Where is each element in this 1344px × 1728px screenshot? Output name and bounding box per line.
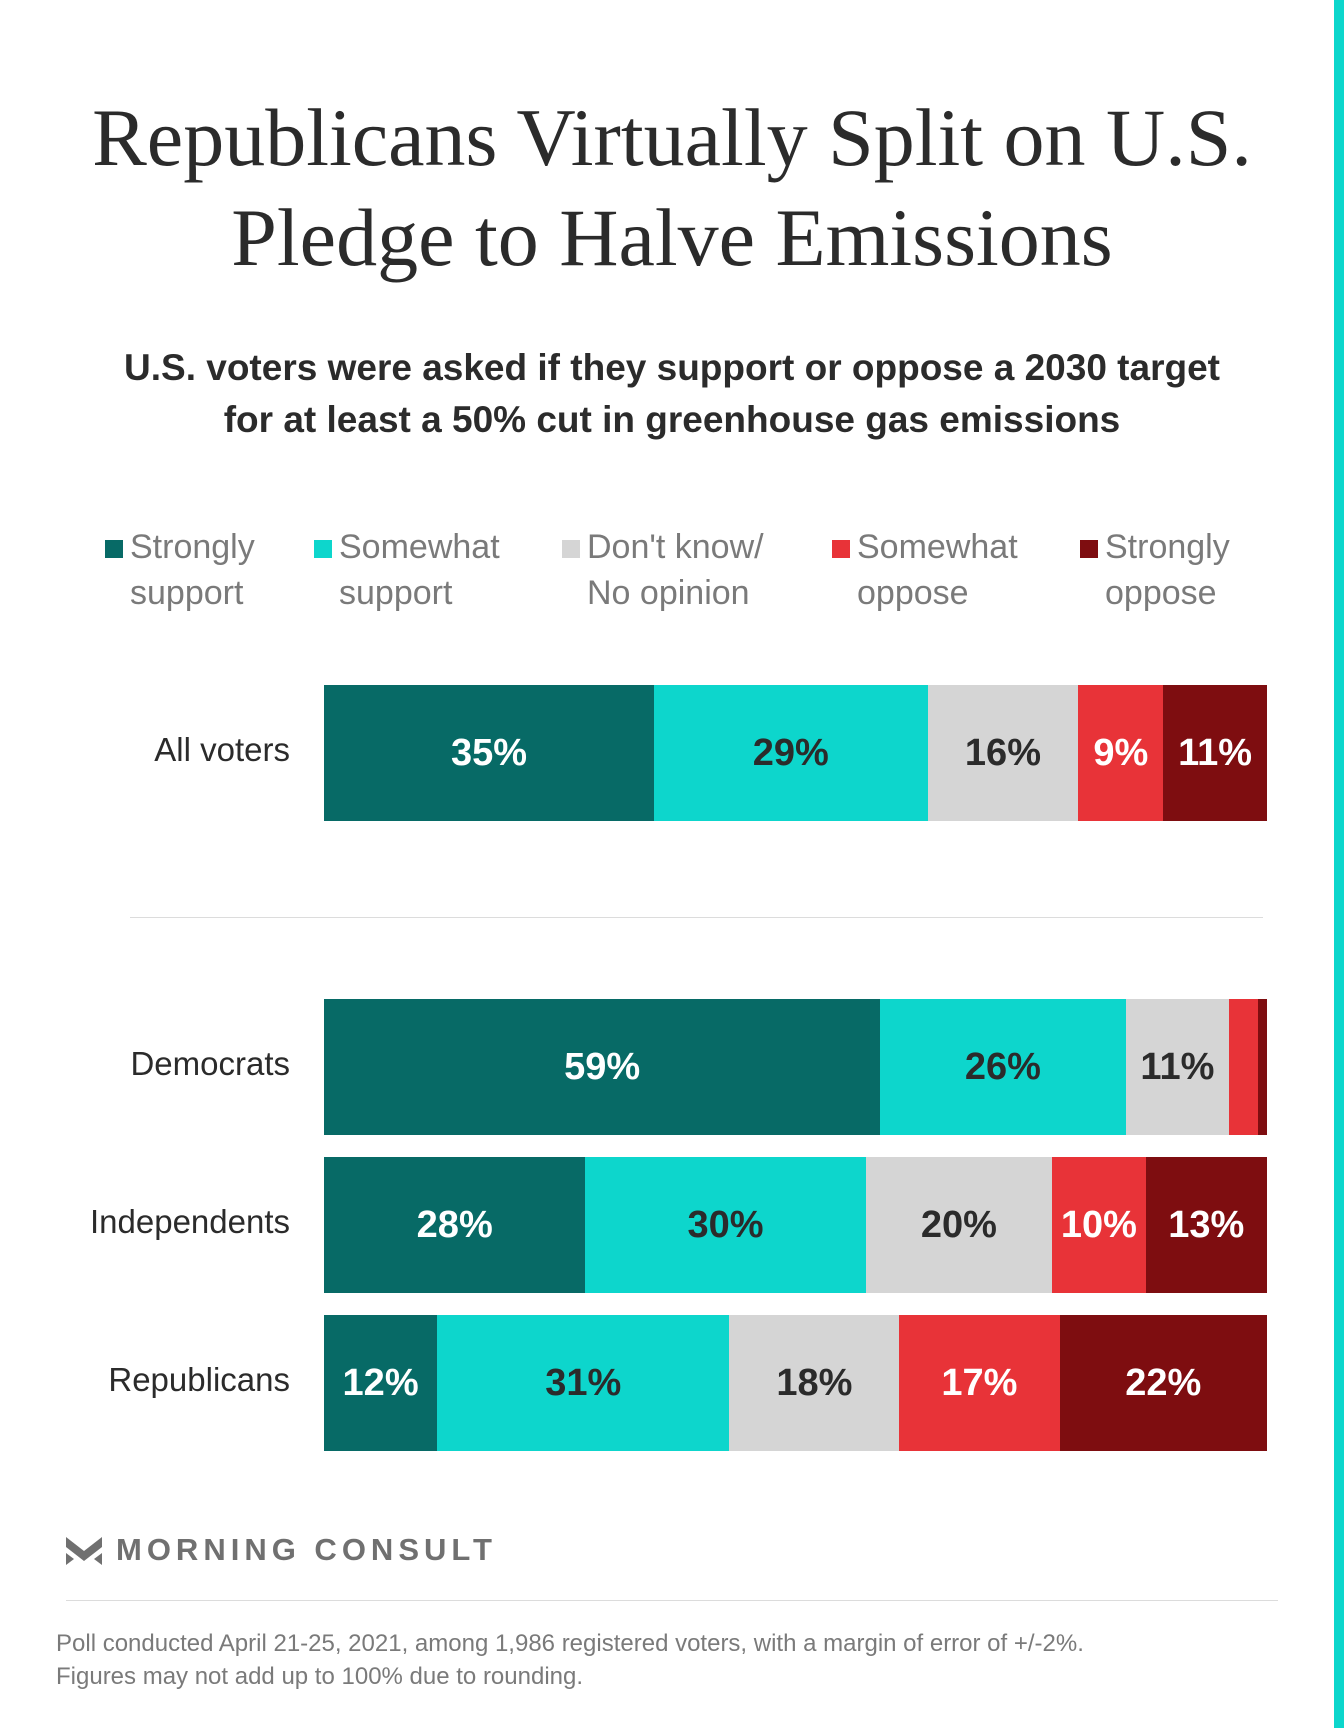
legend-label: Strongly [130,528,255,566]
legend-label: No opinion [587,574,750,612]
legend-label: Strongly [1105,528,1230,566]
data-label: 11% [1178,731,1253,774]
data-label: 13% [1168,1203,1245,1246]
data-label: 16% [964,731,1041,774]
bar-segment: 59% [324,999,881,1135]
legend-item: Don't know/ No opinion [562,524,764,616]
footer-line-2: Figures may not add up to 100% due to ro… [56,1663,584,1690]
bar-segment: 10% [1052,1157,1146,1293]
row-label: Democrats [130,1045,290,1082]
legend-label: oppose [1105,574,1217,612]
legend-item: Somewhat support [314,524,500,616]
data-label: 20% [920,1203,997,1246]
footer-divider [66,1600,1278,1601]
bar-segment: 26% [880,999,1126,1135]
legend-label: Don't know/ [587,528,764,566]
bar-segment: 30% [585,1157,866,1293]
chart-title: Republicans Virtually Split on U.S. Pled… [92,92,1252,283]
bar-segment [1257,999,1267,1135]
bar-segment [1229,999,1258,1135]
legend-swatch [105,540,123,558]
data-label: 30% [687,1203,764,1246]
row-label: Independents [89,1203,290,1240]
data-label: 11% [1140,1045,1215,1088]
bar-segment: 13% [1145,1157,1267,1293]
bar-segment: 11% [1125,999,1230,1135]
bar-segment: 28% [324,1157,586,1293]
bar-segment: 35% [324,685,655,821]
data-label: 26% [964,1045,1041,1088]
data-label: 17% [941,1361,1018,1404]
bar-segment: 17% [899,1315,1060,1451]
morning-consult-logo-icon [66,1537,102,1565]
bar-segment: 20% [865,1157,1053,1293]
bar-segment: 31% [437,1315,730,1451]
accent-edge [1334,0,1344,1728]
stacked-bar: 59% 26% 11% [324,999,1267,1135]
chart-subtitle: U.S. voters were asked if they support o… [124,347,1220,440]
divider [130,917,1263,918]
brand-name: MORNING CONSULT [116,1532,497,1567]
bar-segment: 11% [1163,685,1267,821]
legend-label: Somewhat [339,528,500,566]
brand-logo: MORNING CONSULT [66,1532,497,1568]
data-label: 22% [1125,1361,1202,1404]
bar-segment: 16% [927,685,1079,821]
bar-segment: 29% [654,685,928,821]
data-label: 28% [416,1203,493,1246]
bar-segment: 18% [729,1315,900,1451]
data-label: 29% [752,731,829,774]
row-label: Republicans [108,1361,290,1398]
bar-segment: 22% [1059,1315,1267,1451]
legend-label: Somewhat [857,528,1018,566]
data-label: 9% [1093,731,1149,774]
legend-item: Strongly oppose [1080,524,1230,616]
stacked-bar: 12% 31% 18% 17% 22% [324,1315,1267,1451]
legend-label: support [339,574,453,612]
data-label: 35% [450,731,528,774]
row-label: All voters [154,731,290,768]
legend-label: support [130,574,244,612]
stacked-bar: 28% 30% 20% 10% 13% [324,1157,1267,1293]
footer-note: Poll conducted April 21-25, 2021, among … [56,1627,1084,1693]
bar-segment: 9% [1078,685,1164,821]
legend-swatch [1080,540,1098,558]
footer-line-1: Poll conducted April 21-25, 2021, among … [56,1630,1084,1657]
data-label: 31% [545,1361,622,1404]
bar-segment: 12% [324,1315,438,1451]
legend-swatch [562,540,580,558]
data-label: 59% [564,1045,641,1088]
data-label: 12% [342,1361,419,1404]
data-label: 18% [776,1361,853,1404]
stacked-bar: 35% 29% 16% 9% 11% [324,685,1267,821]
legend-swatch [832,540,850,558]
legend-label: oppose [857,574,969,612]
legend-item: Strongly support [105,524,255,616]
data-label: 10% [1060,1203,1137,1246]
legend-item: Somewhat oppose [832,524,1018,616]
legend-swatch [314,540,332,558]
